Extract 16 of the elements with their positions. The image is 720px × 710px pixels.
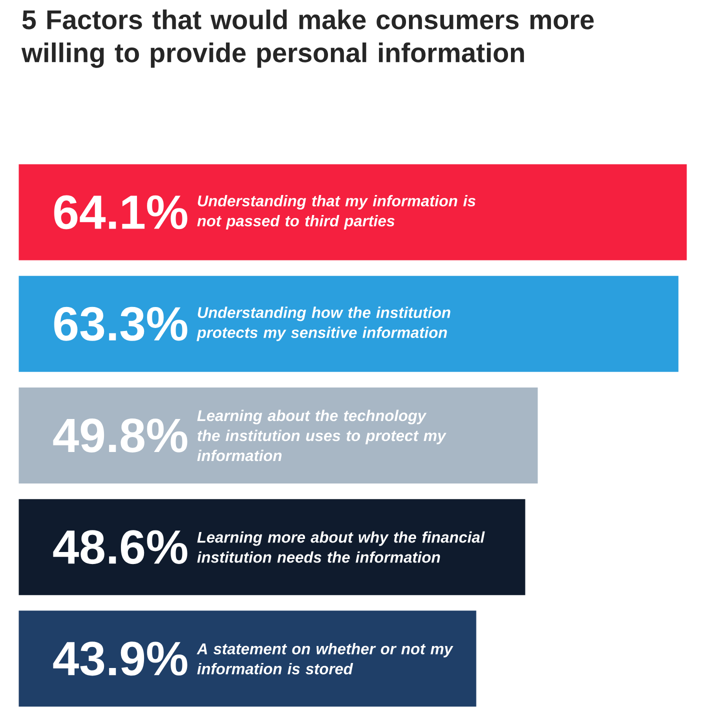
data-label: 63.3% xyxy=(54,306,188,341)
data-label: 64.1% xyxy=(54,195,188,230)
bar xyxy=(18,387,538,484)
bar xyxy=(18,276,678,372)
y-tick-label: Understanding how the institution protects my sensitive information xyxy=(196,306,450,342)
y-tick-label: A statement on whether or not my information is stored xyxy=(196,642,454,674)
bar xyxy=(18,499,526,596)
y-tick-label: Understanding that my information is not passed to third parties xyxy=(197,195,476,230)
chart-title: 5 Factors that would make consumers more willing to provide personal information xyxy=(21,10,594,68)
y-tick-label: Learning about the technology the institution uses to protect my information xyxy=(197,410,446,462)
data-label: 43.9% xyxy=(53,642,188,676)
y-tick-label: Learning more about why the financial institution needs the information xyxy=(197,531,485,563)
data-label: 49.8% xyxy=(53,418,188,452)
bar xyxy=(18,164,687,260)
data-label: 48.6% xyxy=(53,530,188,564)
bar xyxy=(18,610,476,707)
